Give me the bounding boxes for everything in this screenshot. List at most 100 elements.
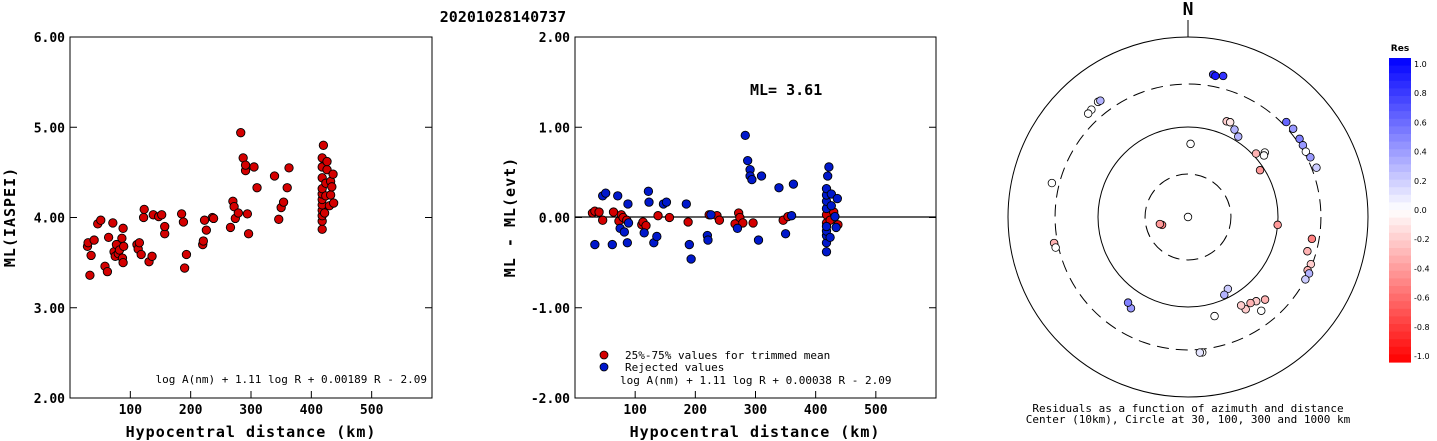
colorbar-cell	[1389, 331, 1411, 340]
colorbar-label: 0.2	[1414, 177, 1427, 186]
station-residual-point	[1306, 153, 1315, 162]
middle-point	[686, 254, 696, 264]
colorbar-cell	[1389, 308, 1411, 317]
middle-point	[748, 218, 758, 228]
middle-point	[774, 183, 784, 193]
middle-point	[590, 239, 600, 250]
colorbar-label: 0.0	[1414, 206, 1427, 215]
middle-point	[598, 215, 608, 225]
middle-y-tick-label: -1.00	[531, 302, 570, 317]
colorbar-cell	[1389, 172, 1411, 181]
left-point	[236, 128, 246, 138]
middle-point	[661, 197, 672, 207]
station-residual-point	[1303, 247, 1312, 256]
middle-x-tick-label: 400	[804, 403, 828, 418]
colorbar-cell	[1389, 232, 1411, 241]
middle-point	[623, 199, 633, 209]
colorbar-label: 0.6	[1414, 118, 1427, 127]
left-point	[103, 232, 114, 243]
station-residual-point	[1195, 348, 1205, 357]
colorbar-cell	[1389, 149, 1411, 158]
left-point	[139, 204, 149, 215]
middle-point	[831, 222, 841, 233]
middle-point	[830, 211, 840, 222]
station-residual-point	[1251, 149, 1261, 158]
x-axis-label-middle: Hypocentral distance (km)	[630, 423, 881, 441]
left-point	[322, 156, 332, 167]
colorbar-cell	[1389, 179, 1411, 188]
station-residual-point	[1211, 71, 1220, 81]
left-point	[96, 215, 106, 225]
left-point	[86, 250, 96, 261]
station-residual-point	[1246, 298, 1255, 308]
colorbar-cell	[1389, 301, 1411, 310]
legend-marker-rejected	[599, 362, 609, 372]
left-point	[176, 209, 187, 219]
left-point	[85, 270, 95, 280]
polar-caption-line1: Residuals as a function of azimuth and d…	[1032, 402, 1343, 415]
colorbar-cell	[1389, 65, 1411, 74]
middle-point	[780, 229, 791, 239]
left-point	[198, 236, 208, 246]
middle-point	[753, 235, 764, 245]
ml-vs-distance-panel: 100 200 300 400 500 2.00 3.00 4.00 5.00 6.00 log …	[1, 31, 433, 441]
left-point	[317, 224, 327, 234]
colorbar-cell	[1389, 270, 1411, 279]
left-point	[178, 217, 189, 227]
middle-point	[821, 221, 832, 232]
colorbar-cell	[1389, 293, 1411, 302]
colorbar-title: Res	[1391, 44, 1409, 54]
colorbar-cell	[1389, 164, 1411, 173]
azimuth-distance-panel: N Residuals as a function of azimuth and…	[1007, 0, 1369, 426]
middle-point	[786, 211, 797, 221]
middle-x-tick-label: 100	[623, 403, 647, 418]
colorbar-cell	[1389, 240, 1411, 249]
colorbar-cell	[1389, 278, 1411, 287]
left-x-tick-label: 500	[360, 403, 384, 418]
middle-point	[824, 162, 834, 172]
middle-point	[740, 130, 750, 141]
left-point	[252, 183, 262, 193]
station-residual-point	[1230, 125, 1239, 134]
left-point	[243, 229, 254, 239]
colorbar-cell	[1389, 134, 1411, 143]
left-y-tick-label: 5.00	[34, 121, 65, 136]
middle-point	[681, 199, 691, 209]
left-point	[118, 257, 128, 268]
left-x-tick-label: 100	[119, 403, 143, 418]
colorbar-cell	[1389, 263, 1411, 272]
left-x-tick-label: 200	[179, 403, 203, 418]
station-residual-point	[1301, 147, 1311, 156]
legend-marker-trimmed	[599, 350, 609, 360]
ring-1000km	[1007, 36, 1369, 398]
colorbar-label: 0.8	[1414, 89, 1427, 98]
colorbar-label: -1.0	[1414, 352, 1430, 361]
middle-point	[747, 174, 757, 185]
left-point	[282, 183, 292, 193]
station-residual-point	[1234, 132, 1243, 141]
colorbar-cell	[1389, 354, 1411, 363]
middle-y-tick-label: 0.00	[539, 212, 570, 227]
middle-point	[623, 218, 634, 228]
left-point	[278, 197, 289, 207]
left-y-tick-label: 3.00	[34, 302, 65, 317]
colorbar-label: -0.2	[1414, 235, 1430, 244]
left-point	[157, 210, 167, 220]
station-residual-point	[1260, 295, 1270, 304]
formula-left: log A(nm) + 1.11 log R + 0.00189 R - 2.0…	[155, 373, 427, 386]
station-residual-point	[1083, 109, 1093, 118]
station-residual-point	[1255, 166, 1265, 175]
left-point	[325, 190, 336, 200]
middle-point	[706, 210, 716, 220]
middle-point	[653, 211, 663, 221]
left-point	[274, 214, 284, 224]
middle-point	[832, 193, 842, 204]
left-y-tick-label: 2.00	[34, 392, 65, 407]
station-residual-point	[1304, 269, 1314, 278]
colorbar-cell	[1389, 210, 1411, 219]
figure-title: 20201028140737	[440, 8, 566, 26]
middle-point	[613, 191, 623, 201]
station-residual-point	[1312, 163, 1321, 172]
middle-y-tick-label: 2.00	[539, 31, 570, 46]
